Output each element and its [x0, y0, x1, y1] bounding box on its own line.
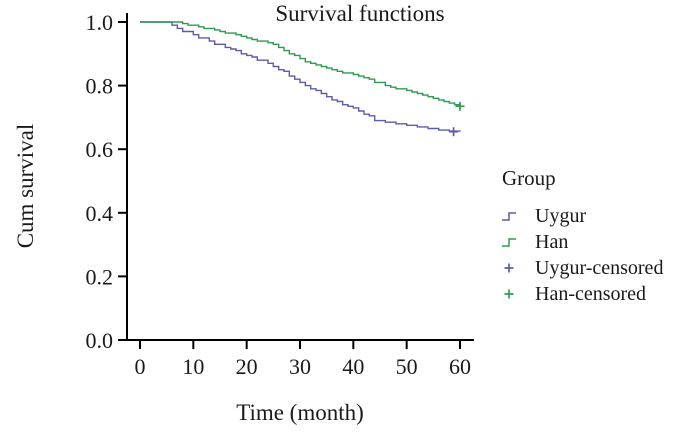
legend-item-uygur: Uygur: [500, 203, 663, 229]
plus-icon: [504, 289, 514, 299]
legend-label: Uygur: [535, 204, 587, 227]
y-tick-label: 0.8: [86, 74, 114, 99]
series-path-uygur: [140, 21, 461, 132]
plus-icon: [504, 263, 514, 273]
x-tick-label: 50: [396, 354, 418, 379]
y-axis-title: Cum survival: [13, 123, 38, 249]
x-axis-title: Time (month): [236, 400, 364, 425]
x-tick-label: 40: [342, 354, 364, 379]
step-line-icon: [502, 212, 516, 221]
legend-items: Uygur Han Uygur-censored Han-censored: [500, 203, 663, 307]
x-tick-label: 0: [135, 354, 146, 379]
x-tick-label: 20: [236, 354, 258, 379]
legend: Group Uygur Han Uygur-censored Han-censored: [500, 166, 663, 307]
legend-label: Uygur-censored: [535, 256, 664, 279]
y-tick-label: 1.0: [86, 10, 114, 35]
legend-label: Han-censored: [535, 282, 647, 305]
x-tick-label: 10: [182, 354, 204, 379]
series-path-han: [140, 21, 461, 107]
legend-item-uygur-censored: Uygur-censored: [500, 255, 663, 281]
legend-title: Group: [502, 166, 556, 190]
chart-title: Survival functions: [275, 1, 445, 26]
legend-item-han: Han: [500, 229, 663, 255]
legend-label: Han: [535, 230, 569, 253]
y-tick-label: 0.4: [86, 201, 114, 226]
step-line-icon: [502, 238, 516, 247]
x-tick-label: 60: [449, 354, 471, 379]
y-tick-label: 0.0: [86, 328, 114, 353]
y-tick-label: 0.6: [86, 137, 114, 162]
x-tick-label: 30: [289, 354, 311, 379]
y-tick-label: 0.2: [86, 264, 114, 289]
legend-item-han-censored: Han-censored: [500, 281, 663, 307]
